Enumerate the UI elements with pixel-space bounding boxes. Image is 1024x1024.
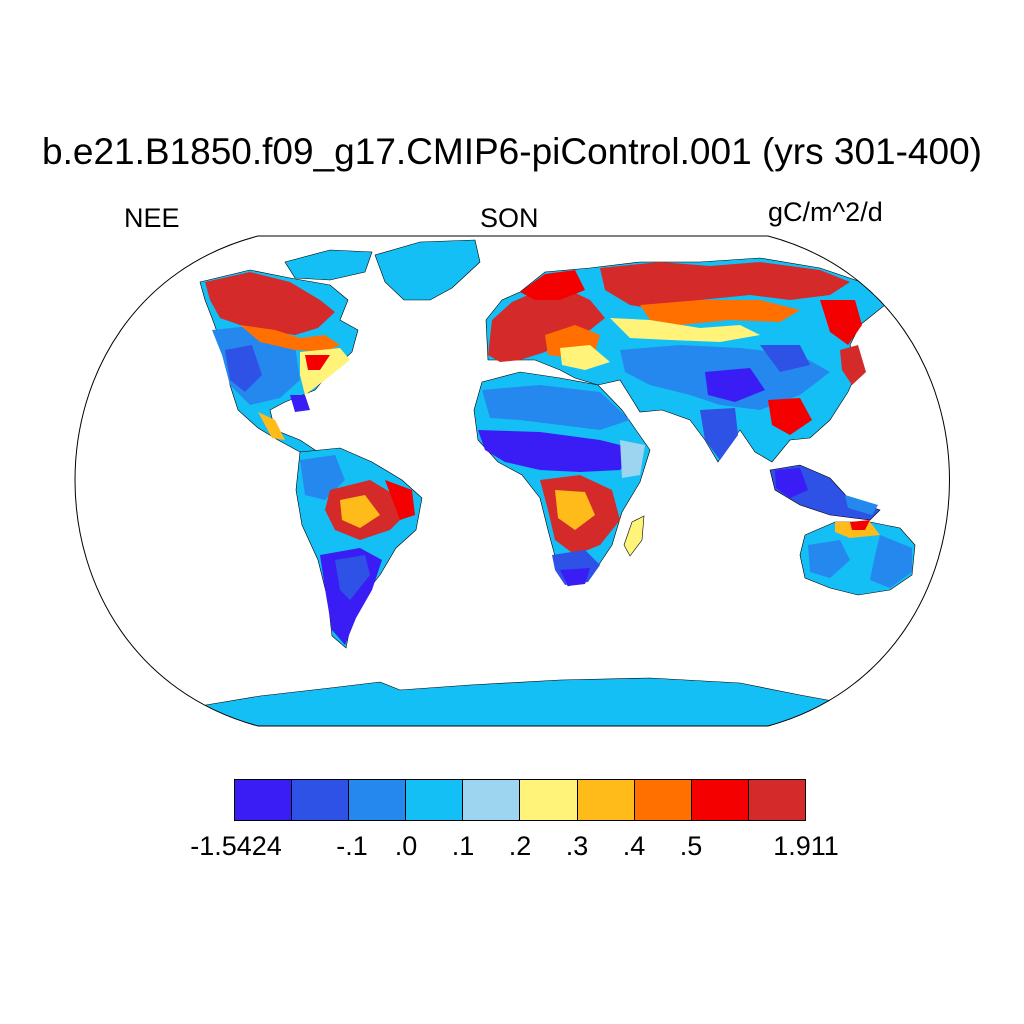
- se-asia-deep-blue: [775, 468, 808, 498]
- season-label: SON: [480, 203, 539, 233]
- na-east-red: [305, 355, 330, 370]
- colorbar-box: [235, 780, 293, 820]
- colorbar-box: [691, 780, 749, 820]
- colorbar-box: [406, 780, 464, 820]
- colorbar-box: [349, 780, 407, 820]
- colorbar-label: .4: [622, 831, 646, 861]
- colorbar-label: 1.911: [773, 831, 839, 861]
- south-africa-deep-blue: [560, 568, 590, 586]
- australia-north-red: [850, 520, 870, 530]
- tibet-deep-blue: [705, 368, 765, 402]
- na-mexico-yellow: [258, 412, 285, 440]
- colorbar-box: [634, 780, 692, 820]
- australia-west-blue: [808, 540, 850, 578]
- colorbar-label: .1: [451, 831, 475, 861]
- siberia-red: [600, 262, 850, 310]
- colorbar-box: [463, 780, 521, 820]
- colorbar-label: .5: [679, 831, 703, 861]
- greenland: [374, 239, 481, 301]
- new-zealand: [914, 589, 950, 621]
- png-blue: [845, 495, 878, 515]
- siberia-orange: [640, 300, 800, 325]
- ethiopia-light: [620, 440, 645, 478]
- units-label: gC/m^2/d: [768, 197, 883, 227]
- colorbar-label: -1.5424: [190, 831, 282, 861]
- sa-red-east: [385, 480, 415, 520]
- madagascar: [623, 515, 645, 557]
- arctic-islands: [284, 249, 373, 281]
- china-red-south: [768, 398, 812, 435]
- colorbar-box: [748, 780, 805, 820]
- na-boreal-orange: [240, 325, 340, 352]
- antarctica: [199, 677, 861, 726]
- colorbar-box: [520, 780, 578, 820]
- australia-east-blue: [870, 535, 912, 588]
- na-deep-blue: [225, 345, 262, 392]
- eu-red: [488, 288, 605, 362]
- eu-yellow: [560, 345, 610, 370]
- colorbar-label: .0: [394, 831, 418, 861]
- sa-blue-south: [335, 555, 370, 600]
- colorbar-box: [292, 780, 350, 820]
- sahel-deep-blue: [478, 430, 640, 472]
- east-asia-red: [820, 300, 862, 345]
- sa-blue-west: [300, 455, 345, 500]
- india-blue: [700, 408, 738, 460]
- colorbar-box: [577, 780, 635, 820]
- na-southeast-blue: [290, 395, 310, 412]
- sa-orange-amazon: [340, 495, 380, 528]
- japan-red: [840, 345, 866, 385]
- variable-label: NEE: [124, 203, 180, 233]
- siberia-yellow: [610, 318, 760, 342]
- colorbar-label: -.1: [336, 831, 368, 861]
- mongolia-blue: [760, 345, 810, 372]
- colorbar-label: .2: [508, 831, 532, 861]
- colorbar: [234, 779, 806, 821]
- colorbar-label: .3: [565, 831, 589, 861]
- eu-scandinavia-red: [520, 270, 585, 300]
- plot-title: b.e21.B1850.f09_g17.CMIP6-piControl.001 …: [42, 131, 982, 172]
- central-africa-orange: [555, 490, 595, 530]
- sahara-blue: [482, 385, 630, 430]
- na-boreal-red: [205, 272, 335, 335]
- globe-outline: [74, 235, 950, 727]
